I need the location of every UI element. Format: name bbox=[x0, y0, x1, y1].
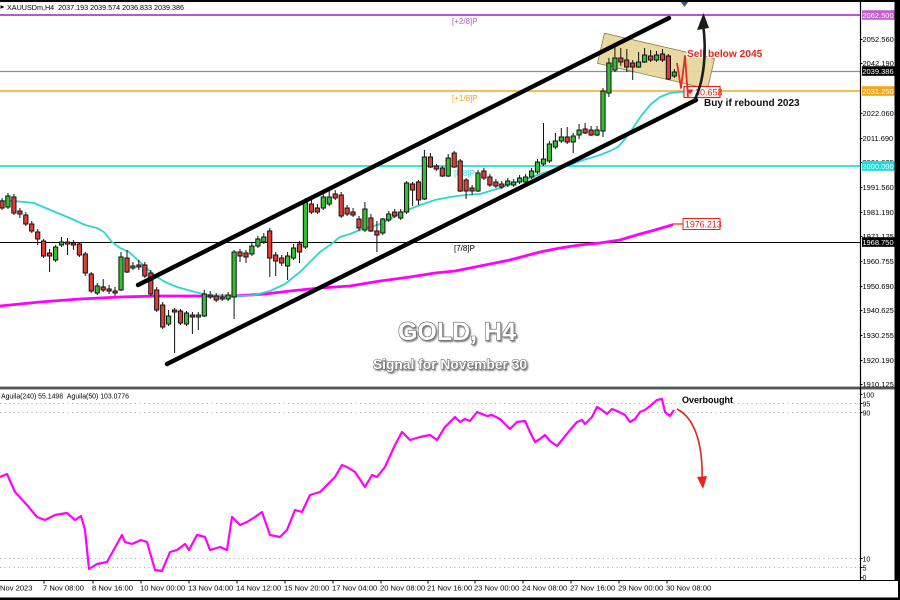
svg-text:Signal for November 30: Signal for November 30 bbox=[373, 357, 527, 372]
svg-text:1971.125: 1971.125 bbox=[863, 232, 894, 241]
svg-text:Overbought: Overbought bbox=[682, 395, 733, 405]
svg-text:30 Nov 08:00: 30 Nov 08:00 bbox=[666, 584, 711, 593]
svg-text:8 Nov 16:00: 8 Nov 16:00 bbox=[92, 584, 133, 593]
svg-text:1991.560: 1991.560 bbox=[863, 183, 894, 192]
svg-text:29 Nov 00:00: 29 Nov 00:00 bbox=[618, 584, 663, 593]
svg-text:20 Nov 08:00: 20 Nov 08:00 bbox=[380, 584, 425, 593]
svg-text:100: 100 bbox=[863, 392, 875, 399]
svg-text:15 Nov 20:00: 15 Nov 20:00 bbox=[284, 584, 329, 593]
svg-text:1930.255: 1930.255 bbox=[863, 331, 894, 340]
svg-text:2042.190: 2042.190 bbox=[863, 59, 894, 68]
svg-text:24 Nov 08:00: 24 Nov 08:00 bbox=[522, 584, 567, 593]
svg-text:10 Nov 00:00: 10 Nov 00:00 bbox=[140, 584, 185, 593]
svg-text:1920.190: 1920.190 bbox=[863, 356, 894, 365]
svg-text:5: 5 bbox=[863, 565, 867, 572]
svg-text:10: 10 bbox=[863, 556, 871, 563]
svg-text:1968.750: 1968.750 bbox=[862, 238, 893, 247]
svg-text:1960.755: 1960.755 bbox=[863, 257, 894, 266]
svg-text:95: 95 bbox=[863, 401, 871, 408]
svg-text:2062.500: 2062.500 bbox=[862, 11, 893, 20]
svg-text:1940.625: 1940.625 bbox=[863, 306, 894, 315]
svg-text:1950.690: 1950.690 bbox=[863, 282, 894, 291]
svg-text:23 Nov 00:00: 23 Nov 00:00 bbox=[474, 584, 519, 593]
svg-text:[+1/8]P: [+1/8]P bbox=[452, 94, 478, 103]
svg-text:2031.250: 2031.250 bbox=[862, 87, 893, 96]
svg-text:0: 0 bbox=[863, 575, 867, 582]
svg-text:2039.386: 2039.386 bbox=[862, 67, 893, 76]
svg-text:2022.060: 2022.060 bbox=[863, 109, 894, 118]
svg-text:30.658: 30.658 bbox=[695, 88, 723, 98]
svg-text:7 Nov 08:00: 7 Nov 08:00 bbox=[43, 584, 84, 593]
svg-text:1976.213: 1976.213 bbox=[685, 220, 722, 230]
svg-text:XAUUSDm,H4 2037.193 2039.574: XAUUSDm,H4 2037.193 2039.574 2036.833 20… bbox=[7, 3, 184, 12]
svg-text:2011.690: 2011.690 bbox=[863, 134, 894, 143]
svg-text:Buy if rebound 2023: Buy if rebound 2023 bbox=[704, 98, 800, 109]
svg-text:2052.560: 2052.560 bbox=[863, 35, 894, 44]
svg-text:Nov 2023: Nov 2023 bbox=[0, 584, 33, 593]
svg-text:Sell below 2045: Sell below 2045 bbox=[687, 49, 763, 60]
svg-text:[7/8]P: [7/8]P bbox=[454, 244, 475, 253]
svg-text:13 Nov 04:00: 13 Nov 04:00 bbox=[188, 584, 233, 593]
svg-text:[+2/8]P: [+2/8]P bbox=[452, 17, 478, 26]
svg-text:[8/8]P: [8/8]P bbox=[454, 169, 475, 178]
svg-text:GOLD, H4: GOLD, H4 bbox=[398, 318, 516, 346]
svg-text:27 Nov 16:00: 27 Nov 16:00 bbox=[570, 584, 615, 593]
svg-text:14 Nov 12:00: 14 Nov 12:00 bbox=[236, 584, 281, 593]
svg-text:1910.125: 1910.125 bbox=[863, 380, 894, 389]
svg-text:2000.000: 2000.000 bbox=[862, 162, 893, 171]
svg-text:21 Nov 16:00: 21 Nov 16:00 bbox=[427, 584, 472, 593]
svg-text:90: 90 bbox=[863, 410, 871, 417]
svg-text:Aguila(240) 55.1498 Aguila(50: Aguila(240) 55.1498 Aguila(50) 103.0776 bbox=[1, 394, 129, 401]
svg-text:17 Nov 04:00: 17 Nov 04:00 bbox=[332, 584, 377, 593]
svg-text:1981.190: 1981.190 bbox=[863, 208, 894, 217]
